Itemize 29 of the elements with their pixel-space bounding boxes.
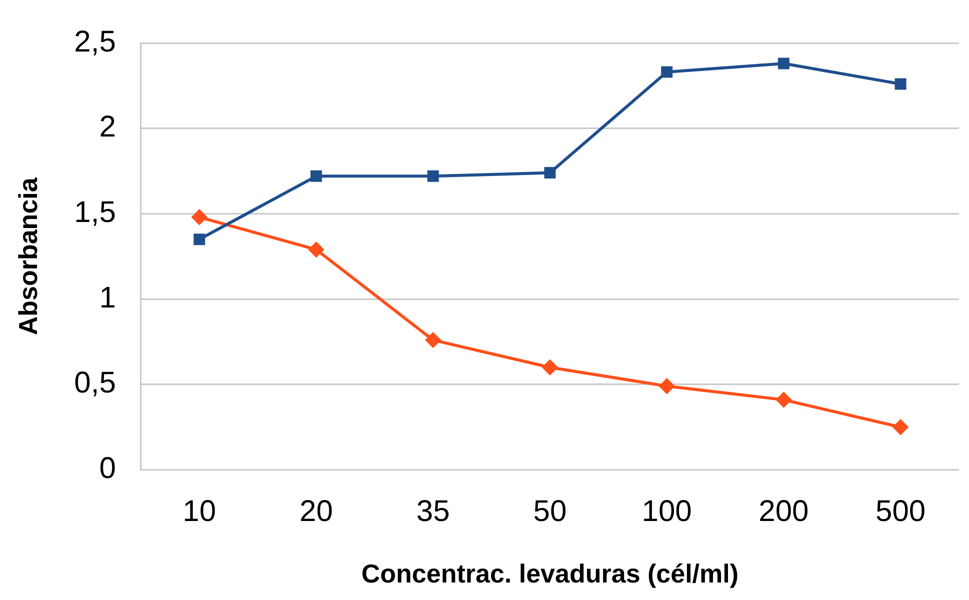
x-tick-label: 35 [416, 495, 450, 528]
point [778, 58, 790, 70]
y-tick-label: 2 [99, 110, 116, 144]
x-axis-title: Concentrac. levaduras (cél/ml) [361, 558, 739, 589]
point [544, 167, 556, 178]
point [659, 378, 674, 394]
point [194, 234, 206, 246]
x-tick-label: 50 [533, 495, 567, 528]
point [308, 242, 324, 258]
y-tick-label: 2,5 [74, 25, 116, 58]
point [310, 170, 322, 182]
point [427, 170, 439, 182]
point [661, 66, 673, 78]
x-tick-label: 100 [642, 495, 692, 528]
x-tick-label: 20 [300, 495, 333, 528]
point [192, 210, 207, 225]
x-tick-label: 200 [758, 495, 809, 528]
y-tick-label: 0,5 [74, 366, 116, 400]
point [426, 332, 441, 348]
y-tick-label: 1 [99, 281, 116, 314]
point [542, 360, 558, 375]
y-tick-label: 1,5 [74, 196, 116, 229]
y-axis-title: Absorbancia [12, 177, 43, 336]
x-tick-label: 10 [182, 495, 216, 528]
point [893, 420, 908, 435]
point [894, 78, 906, 90]
x-tick-label: 500 [876, 495, 926, 528]
y-tick-label: 0 [99, 452, 116, 486]
point [776, 392, 792, 408]
